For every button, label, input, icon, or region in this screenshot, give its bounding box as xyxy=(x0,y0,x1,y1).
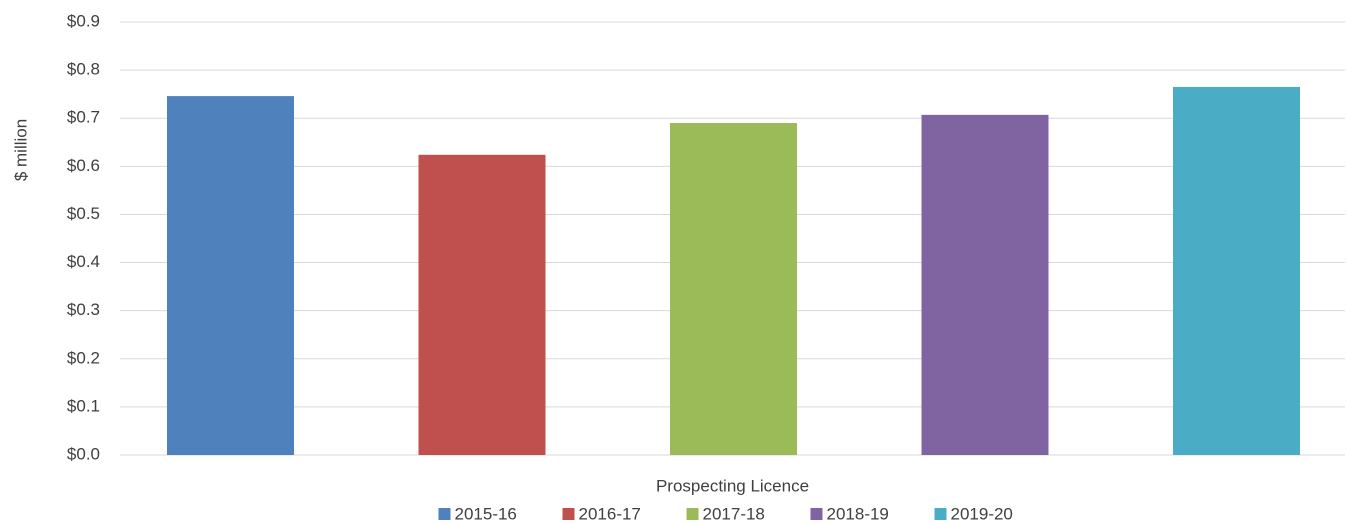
legend-label: 2019-20 xyxy=(951,504,1013,523)
y-tick-label: $0.5 xyxy=(67,204,100,223)
y-tick-label: $0.7 xyxy=(67,108,100,127)
bar xyxy=(1173,86,1300,455)
legend-label: 2018-19 xyxy=(827,504,889,523)
y-tick-label: $0.8 xyxy=(67,60,100,79)
bar xyxy=(921,114,1049,456)
legend-swatch xyxy=(562,508,575,520)
y-tick-label: $0.2 xyxy=(67,348,100,367)
y-tick-label: $0.6 xyxy=(67,156,100,175)
legend-label: 2016-17 xyxy=(579,504,641,523)
bar xyxy=(167,96,294,455)
bar xyxy=(418,154,546,455)
legend-swatch xyxy=(934,508,947,520)
legend-swatch xyxy=(810,508,823,520)
legend-label: 2015-16 xyxy=(455,504,517,523)
y-tick-label: $0.1 xyxy=(67,396,100,415)
y-tick-label: $0.4 xyxy=(67,252,100,271)
y-tick-label: $0.0 xyxy=(67,444,100,463)
legend-label: 2017-18 xyxy=(703,504,765,523)
y-axis-label: $ million xyxy=(11,119,30,181)
y-tick-label: $0.3 xyxy=(67,300,100,319)
bar xyxy=(670,123,797,456)
legend-swatch xyxy=(438,508,451,520)
y-tick-label: $0.9 xyxy=(67,11,100,30)
legend-swatch xyxy=(686,508,699,520)
x-tick-label: Prospecting Licence xyxy=(656,476,809,495)
